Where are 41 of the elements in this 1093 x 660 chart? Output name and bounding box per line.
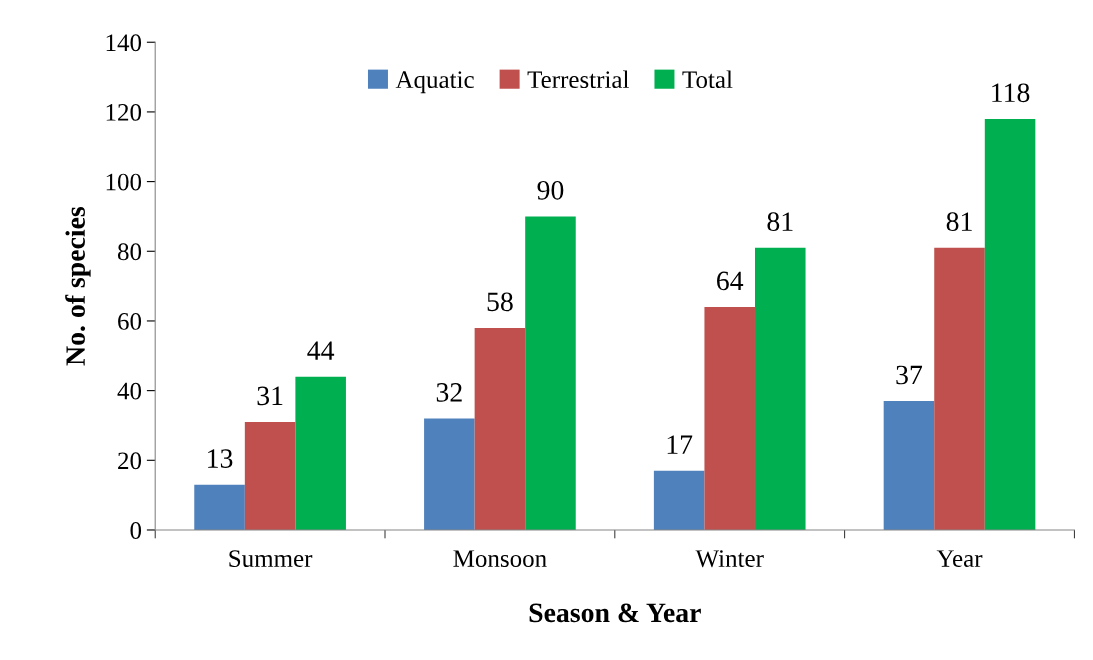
x-tick-label: Winter [695,550,764,568]
data-label: 32 [436,383,462,402]
bar [754,247,806,530]
x-tick-label: Year [936,550,983,568]
bar [984,118,1036,530]
bar [934,247,985,530]
y-tick-label: 120 [106,103,142,121]
bar [244,421,296,530]
bar [883,401,935,530]
data-label: 44 [307,341,335,360]
y-tick-label: 60 [118,313,142,330]
bar [424,418,475,530]
data-label: 31 [257,386,283,406]
y-tick-label: 40 [117,382,142,400]
legend-label: Terrestrial [527,70,629,89]
x-axis-title: Season & Year [529,603,701,623]
x-tick-label: Summer [229,550,313,568]
data-label: 58 [487,292,513,312]
data-label: 37 [896,365,923,385]
bar [474,327,526,530]
data-label: 64 [717,271,744,291]
y-tick-label: 0 [130,522,142,539]
bar [704,307,755,530]
data-label: 90 [537,180,564,200]
y-tick-label: 20 [118,452,142,470]
bar [295,376,346,530]
y-tick-label: 80 [117,243,142,261]
data-label: 13 [208,449,233,468]
x-tick-label: Monsoon [453,550,547,568]
bar [525,216,576,530]
legend-label: Total [682,70,733,89]
data-label: 118 [992,83,1030,103]
y-tick-label: 140 [106,34,142,52]
data-label: 81 [946,212,972,232]
data-label: 17 [667,435,693,454]
y-tick-label: 100 [106,173,142,191]
y-axis-title: No. of species [65,206,91,366]
legend-label: Aquatic [395,71,474,94]
bar [194,484,245,530]
bar [653,470,705,530]
data-label: 81 [767,212,793,232]
